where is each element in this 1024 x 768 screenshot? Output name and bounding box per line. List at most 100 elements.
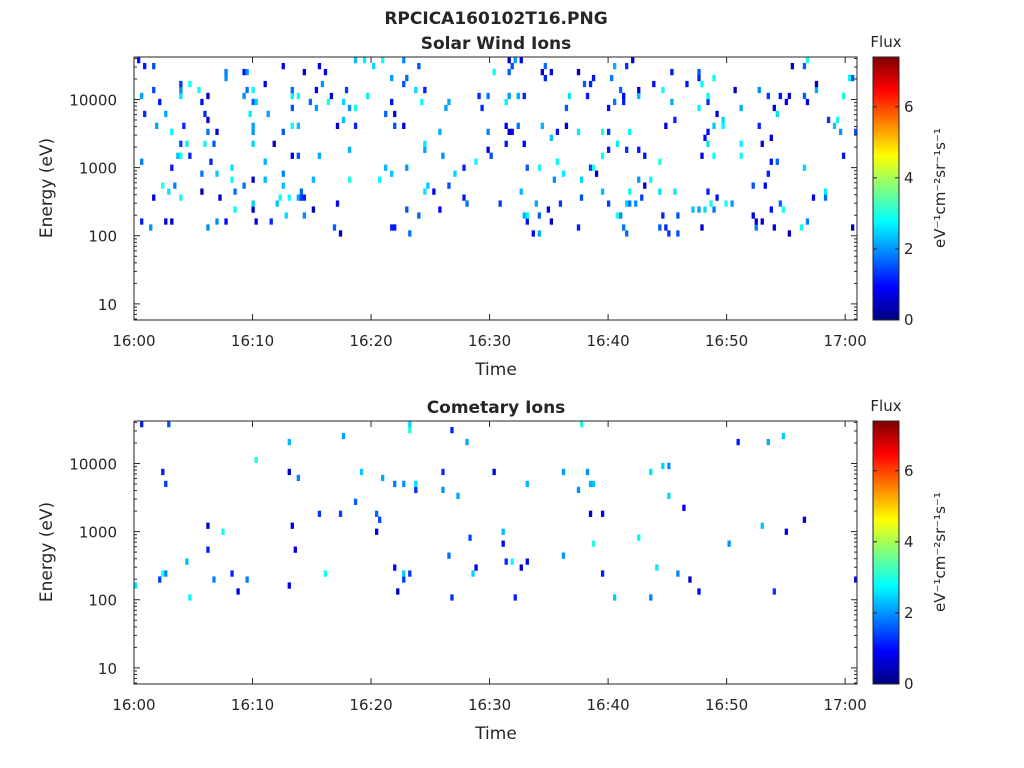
flux-cell xyxy=(721,122,725,130)
flux-cell xyxy=(832,122,837,130)
flux-cell xyxy=(576,68,581,76)
flux-cell xyxy=(405,74,409,82)
flux-cell xyxy=(622,224,626,231)
flux-cell xyxy=(251,206,255,213)
flux-cell xyxy=(293,546,297,553)
flux-cell xyxy=(272,140,276,147)
flux-cell xyxy=(802,516,807,523)
flux-cell xyxy=(628,188,632,195)
flux-cell xyxy=(296,122,300,130)
colorbar: Flux 0 2 4 6 eV⁻¹cm⁻²sr⁻¹s⁻¹ xyxy=(870,397,949,693)
flux-cell xyxy=(757,86,761,94)
x-tick-label: 16:40 xyxy=(586,332,629,350)
flux-cell xyxy=(314,104,319,112)
flux-cell xyxy=(233,188,237,195)
flux-cell xyxy=(697,68,701,76)
flux-cell xyxy=(477,92,481,100)
flux-cell xyxy=(402,570,406,577)
flux-cell xyxy=(359,468,364,476)
flux-cell xyxy=(254,98,258,106)
flux-cell xyxy=(637,86,641,94)
flux-cell xyxy=(251,200,255,207)
flux-cell xyxy=(248,110,252,118)
flux-cell xyxy=(658,188,662,195)
flux-cell xyxy=(769,134,773,141)
flux-cell xyxy=(504,140,508,147)
flux-cell xyxy=(576,128,581,136)
flux-cell xyxy=(188,152,192,159)
flux-cell xyxy=(576,486,581,494)
flux-cell xyxy=(700,152,704,159)
flux-cell xyxy=(302,68,307,76)
flux-cell xyxy=(673,188,677,195)
flux-cell xyxy=(161,468,165,476)
flux-cell xyxy=(688,576,692,583)
flux-cell xyxy=(652,80,656,88)
flux-cell xyxy=(486,92,490,100)
x-tick-label: 17:00 xyxy=(824,332,867,350)
flux-cell xyxy=(525,480,529,488)
flux-cell xyxy=(441,152,445,159)
colorbar-tick-label: 0 xyxy=(904,311,914,329)
flux-cell xyxy=(703,206,707,213)
flux-cell xyxy=(450,594,454,601)
flux-cell xyxy=(338,230,343,237)
flux-cell xyxy=(814,80,819,88)
flux-cell xyxy=(739,104,743,112)
flux-cell xyxy=(311,206,316,213)
x-tick-label: 16:50 xyxy=(705,332,748,350)
flux-cell xyxy=(263,80,267,88)
x-tick-label: 16:50 xyxy=(705,696,748,714)
flux-cell xyxy=(492,468,496,476)
flux-cell xyxy=(700,224,704,231)
colorbar-tick-label: 4 xyxy=(904,169,914,187)
flux-cell xyxy=(637,176,641,183)
flux-cell xyxy=(751,182,755,189)
flux-cell xyxy=(709,200,713,207)
flux-cell xyxy=(188,594,192,601)
flux-cell xyxy=(317,152,322,159)
flux-cell xyxy=(486,128,490,136)
flux-cell xyxy=(537,230,541,237)
flux-cell xyxy=(631,57,635,64)
flux-cell xyxy=(703,134,707,141)
flux-cell xyxy=(245,86,249,94)
flux-cell xyxy=(290,86,294,94)
flux-cell xyxy=(414,480,418,488)
flux-cell xyxy=(468,534,472,541)
flux-cell xyxy=(673,116,677,124)
flux-cell xyxy=(588,80,593,88)
flux-cell xyxy=(242,92,246,100)
flux-cell xyxy=(353,122,358,130)
flux-cell xyxy=(447,182,451,189)
flux-cell xyxy=(600,152,605,159)
x-tick-label: 17:00 xyxy=(824,696,867,714)
flux-cell xyxy=(390,98,394,106)
flux-cell xyxy=(471,570,475,577)
flux-cell xyxy=(149,224,153,231)
flux-cell xyxy=(588,480,593,488)
flux-cell xyxy=(637,92,641,100)
flux-cell xyxy=(706,128,710,136)
flux-cell xyxy=(402,57,406,64)
flux-cell xyxy=(296,194,300,201)
flux-cell xyxy=(287,468,291,476)
flux-cell xyxy=(823,194,828,201)
flux-cell xyxy=(137,57,141,64)
flux-cell xyxy=(170,218,174,225)
flux-cell xyxy=(540,68,544,76)
flux-cell xyxy=(281,182,285,189)
flux-cell xyxy=(501,540,505,547)
flux-cell xyxy=(504,98,508,106)
flux-cell xyxy=(281,170,285,177)
colorbar-label: Flux xyxy=(870,33,901,51)
flux-cell xyxy=(685,80,689,88)
colorbar-tick-label: 6 xyxy=(904,462,914,480)
flux-cell xyxy=(164,480,168,488)
flux-cell xyxy=(179,194,183,201)
flux-cell xyxy=(510,128,514,136)
flux-cell xyxy=(161,182,165,189)
flux-cell xyxy=(212,140,216,147)
flux-cell xyxy=(230,570,234,577)
figure-title: RPCICA160102T16.PNG xyxy=(384,9,607,29)
